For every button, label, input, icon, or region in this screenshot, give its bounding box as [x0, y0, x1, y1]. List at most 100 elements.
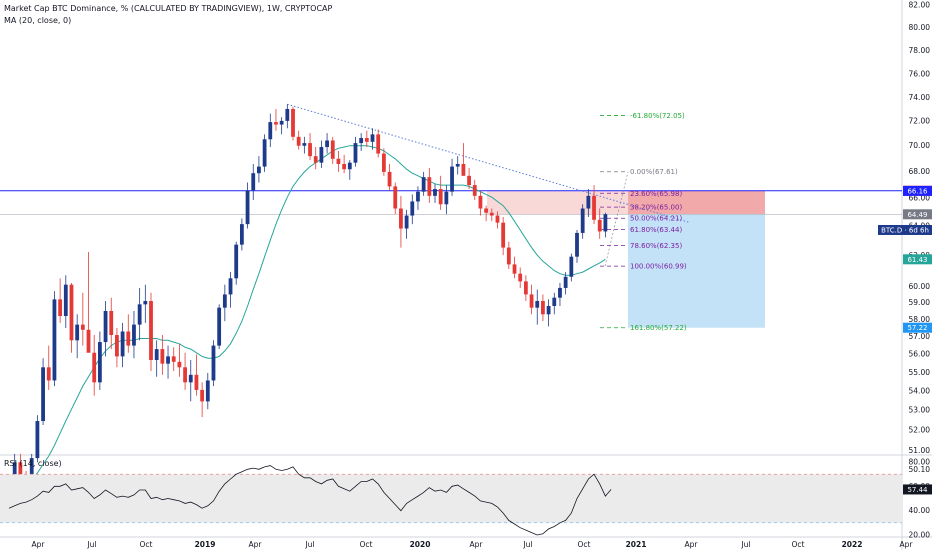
candle: [393, 182, 398, 215]
candle: [35, 415, 40, 463]
y-tick-label: 53.00: [909, 406, 931, 415]
candle: [506, 241, 511, 270]
candle: [166, 345, 170, 379]
candle-body: [217, 307, 222, 346]
fib-anchor-line: [604, 171, 629, 267]
candle-body: [274, 122, 278, 125]
candle-body: [262, 139, 267, 167]
candle-body: [529, 294, 534, 308]
y-tick-label: 52.00: [909, 426, 931, 435]
candle-body: [580, 208, 585, 233]
candle-body: [535, 301, 540, 308]
x-tick-label: Apr: [470, 540, 484, 549]
candle-body: [399, 208, 403, 229]
candle-body: [427, 177, 432, 196]
candle-body: [149, 301, 153, 361]
fibonacci-retracement: -61.80%(72.05) 0.00%(67.61) 23.60%(65.98) 3…: [600, 112, 687, 332]
candle-body: [404, 215, 409, 229]
candle-body: [86, 329, 91, 353]
candle: [188, 360, 193, 402]
candle-body: [46, 367, 51, 381]
candle: [268, 113, 273, 148]
y-tick-label: 80.00: [909, 23, 931, 32]
candle-body: [393, 186, 398, 209]
candle: [200, 382, 205, 418]
x-tick-label: Jul: [86, 540, 96, 549]
candle-body: [58, 299, 63, 317]
candle-body: [438, 189, 443, 205]
rsi-tick-label: 40.00: [909, 506, 931, 515]
price-tag-label: 57.22: [907, 324, 927, 332]
x-tick-label: Apr: [32, 540, 46, 549]
price-tag-bg: [903, 185, 932, 196]
candle-body: [257, 166, 261, 174]
candle-body: [325, 140, 329, 148]
candle: [86, 252, 91, 353]
price-tag: 61.43: [903, 254, 932, 265]
candle-body: [143, 301, 148, 305]
candle: [154, 340, 159, 377]
price-tag: 64.49: [903, 209, 932, 220]
candle: [569, 253, 574, 282]
price-tag-bg: [903, 322, 932, 333]
candle: [563, 272, 568, 295]
y-tick-label: 56.00: [909, 350, 931, 359]
price-tag-label: 64.49: [907, 211, 927, 219]
price-tag-bg: [903, 209, 932, 220]
candle: [376, 129, 381, 158]
candle: [52, 291, 57, 387]
rsi-line: [8, 465, 612, 536]
fib-level-label: 161.80%(57.22): [630, 324, 687, 332]
candle: [183, 352, 187, 390]
y-tick-label: 74.00: [909, 93, 931, 102]
candle: [580, 204, 585, 239]
candle-body: [308, 143, 312, 157]
candle: [285, 104, 290, 129]
rsi-tick-label: 80.00: [909, 458, 931, 467]
moving-average-line: [8, 145, 606, 500]
candle-body: [512, 264, 517, 274]
candle-body: [330, 140, 335, 159]
candle: [489, 208, 494, 222]
candle: [387, 163, 392, 191]
candle: [484, 205, 489, 222]
candle-body: [586, 195, 591, 209]
candle: [262, 134, 267, 172]
ma-20-line: [8, 145, 606, 500]
candle: [518, 267, 523, 288]
candle-body: [177, 361, 182, 368]
candle: [478, 190, 483, 216]
x-tick-label: Apr: [900, 540, 914, 549]
y-tick-label: 66.00: [909, 194, 931, 203]
x-tick-label: 2020: [410, 540, 431, 549]
candle-body: [575, 232, 579, 257]
candle-body: [592, 195, 596, 220]
time-axis: Apr Jul Oct 2019 Apr Jul Oct 2020 Apr Jul Oct 2021 A…: [32, 540, 914, 549]
candle-body: [597, 219, 602, 232]
candle-body: [80, 324, 85, 330]
rsi-tag-bg: [903, 484, 932, 495]
y-tick-label: 54.00: [909, 387, 931, 396]
candle-body: [416, 191, 420, 202]
candle-body: [461, 163, 466, 176]
y-tick-label: 70.00: [909, 141, 931, 150]
candle: [63, 275, 68, 329]
candle: [80, 292, 85, 346]
candle: [313, 147, 318, 170]
candle-body: [132, 324, 136, 346]
candle-body: [35, 421, 40, 459]
candle-body: [239, 224, 244, 245]
candle: [194, 354, 199, 396]
candle-body: [342, 163, 347, 170]
x-tick-label: Oct: [360, 540, 373, 549]
y-tick-label: 57.00: [909, 332, 931, 341]
fib-level-label: 38.20%(65.00): [630, 204, 682, 212]
candle: [319, 140, 324, 168]
profit-target-zone: [628, 214, 765, 328]
candle-body: [63, 284, 68, 317]
candle-body: [154, 349, 159, 361]
candle: [381, 148, 386, 176]
candle: [558, 283, 562, 306]
